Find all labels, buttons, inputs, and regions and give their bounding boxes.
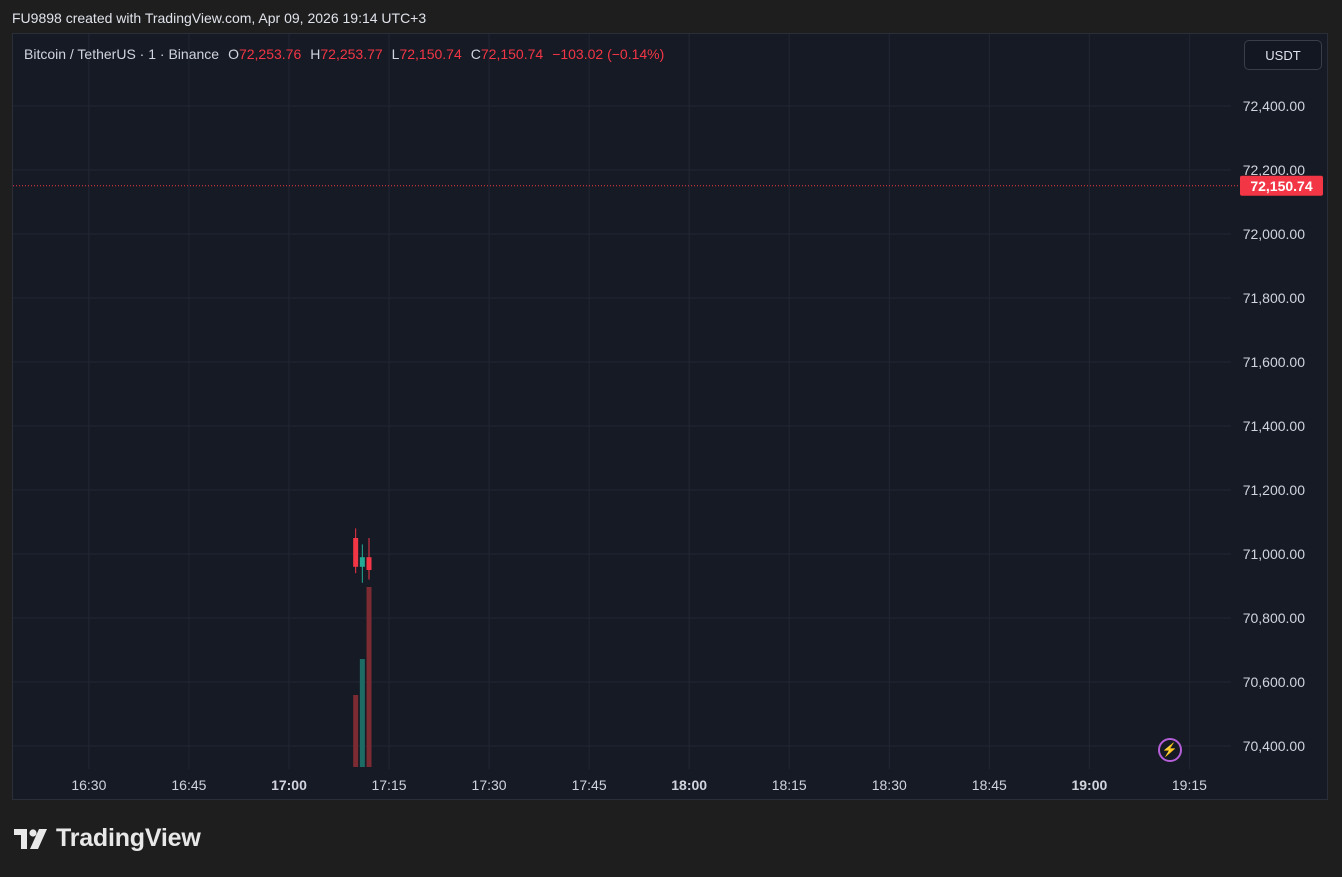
symbol-legend: Bitcoin / TetherUS · 1 · Binance O72,253.… bbox=[24, 46, 664, 62]
x-tick-label: 19:00 bbox=[1071, 777, 1107, 793]
high-value: 72,253.77 bbox=[320, 46, 383, 62]
tradingview-logo: TradingView bbox=[14, 824, 201, 853]
y-tick-label: 71,200.00 bbox=[1243, 482, 1305, 498]
last-price-label: 72,150.74 bbox=[1250, 178, 1312, 194]
x-tick-label: 17:15 bbox=[371, 777, 406, 793]
x-tick-label: 18:45 bbox=[972, 777, 1007, 793]
change-value: −103.02 (−0.14%) bbox=[552, 46, 665, 62]
volume-bar bbox=[359, 659, 365, 767]
chart-panel[interactable]: 72,400.00 72,200.00 72,000.00 71,800.00 71,6… bbox=[12, 33, 1328, 800]
x-tick-label: 18:00 bbox=[671, 777, 707, 793]
close-value: 72,150.74 bbox=[480, 46, 544, 62]
volume-bar bbox=[353, 695, 359, 767]
low-value: 72,150.74 bbox=[399, 46, 462, 62]
y-tick-label: 70,800.00 bbox=[1243, 610, 1305, 626]
open-label: O bbox=[228, 46, 239, 62]
y-tick-label: 70,600.00 bbox=[1243, 674, 1305, 690]
x-tick-label: 16:30 bbox=[71, 777, 106, 793]
x-tick-label: 18:30 bbox=[872, 777, 907, 793]
y-tick-label: 71,400.00 bbox=[1243, 418, 1305, 434]
x-tick-label: 17:00 bbox=[271, 777, 307, 793]
x-tick-label: 17:45 bbox=[572, 777, 607, 793]
price-chart[interactable]: 72,400.00 72,200.00 72,000.00 71,800.00 71,6… bbox=[13, 34, 1329, 801]
candle-body bbox=[359, 557, 365, 567]
candle-body bbox=[366, 557, 372, 570]
x-tick-label: 18:15 bbox=[772, 777, 807, 793]
symbol-name[interactable]: Bitcoin / TetherUS · 1 · Binance bbox=[24, 46, 220, 62]
y-tick-label: 71,800.00 bbox=[1243, 290, 1305, 306]
x-tick-label: 17:30 bbox=[472, 777, 507, 793]
volume-bar bbox=[366, 587, 372, 767]
y-tick-label: 72,000.00 bbox=[1243, 226, 1305, 242]
currency-button[interactable]: USDT bbox=[1244, 40, 1322, 70]
x-tick-label: 16:45 bbox=[171, 777, 206, 793]
y-tick-label: 72,200.00 bbox=[1243, 162, 1305, 178]
logo-text: TradingView bbox=[56, 824, 201, 852]
x-tick-label: 19:15 bbox=[1172, 777, 1207, 793]
y-tick-label: 71,600.00 bbox=[1243, 354, 1305, 370]
chart-caption: FU9898 created with TradingView.com, Apr… bbox=[12, 10, 427, 26]
low-label: L bbox=[391, 46, 400, 62]
candle-body bbox=[353, 538, 359, 567]
high-label: H bbox=[310, 46, 321, 62]
y-tick-label: 70,400.00 bbox=[1243, 738, 1305, 754]
last-price-badge bbox=[1240, 175, 1323, 196]
lightning-icon[interactable]: ⚡ bbox=[1158, 738, 1182, 762]
open-value: 72,253.76 bbox=[238, 46, 302, 62]
tradingview-logo-icon bbox=[14, 828, 47, 849]
y-tick-label: 72,400.00 bbox=[1243, 98, 1305, 114]
y-tick-label: 71,000.00 bbox=[1243, 546, 1305, 562]
close-label: C bbox=[470, 46, 481, 62]
